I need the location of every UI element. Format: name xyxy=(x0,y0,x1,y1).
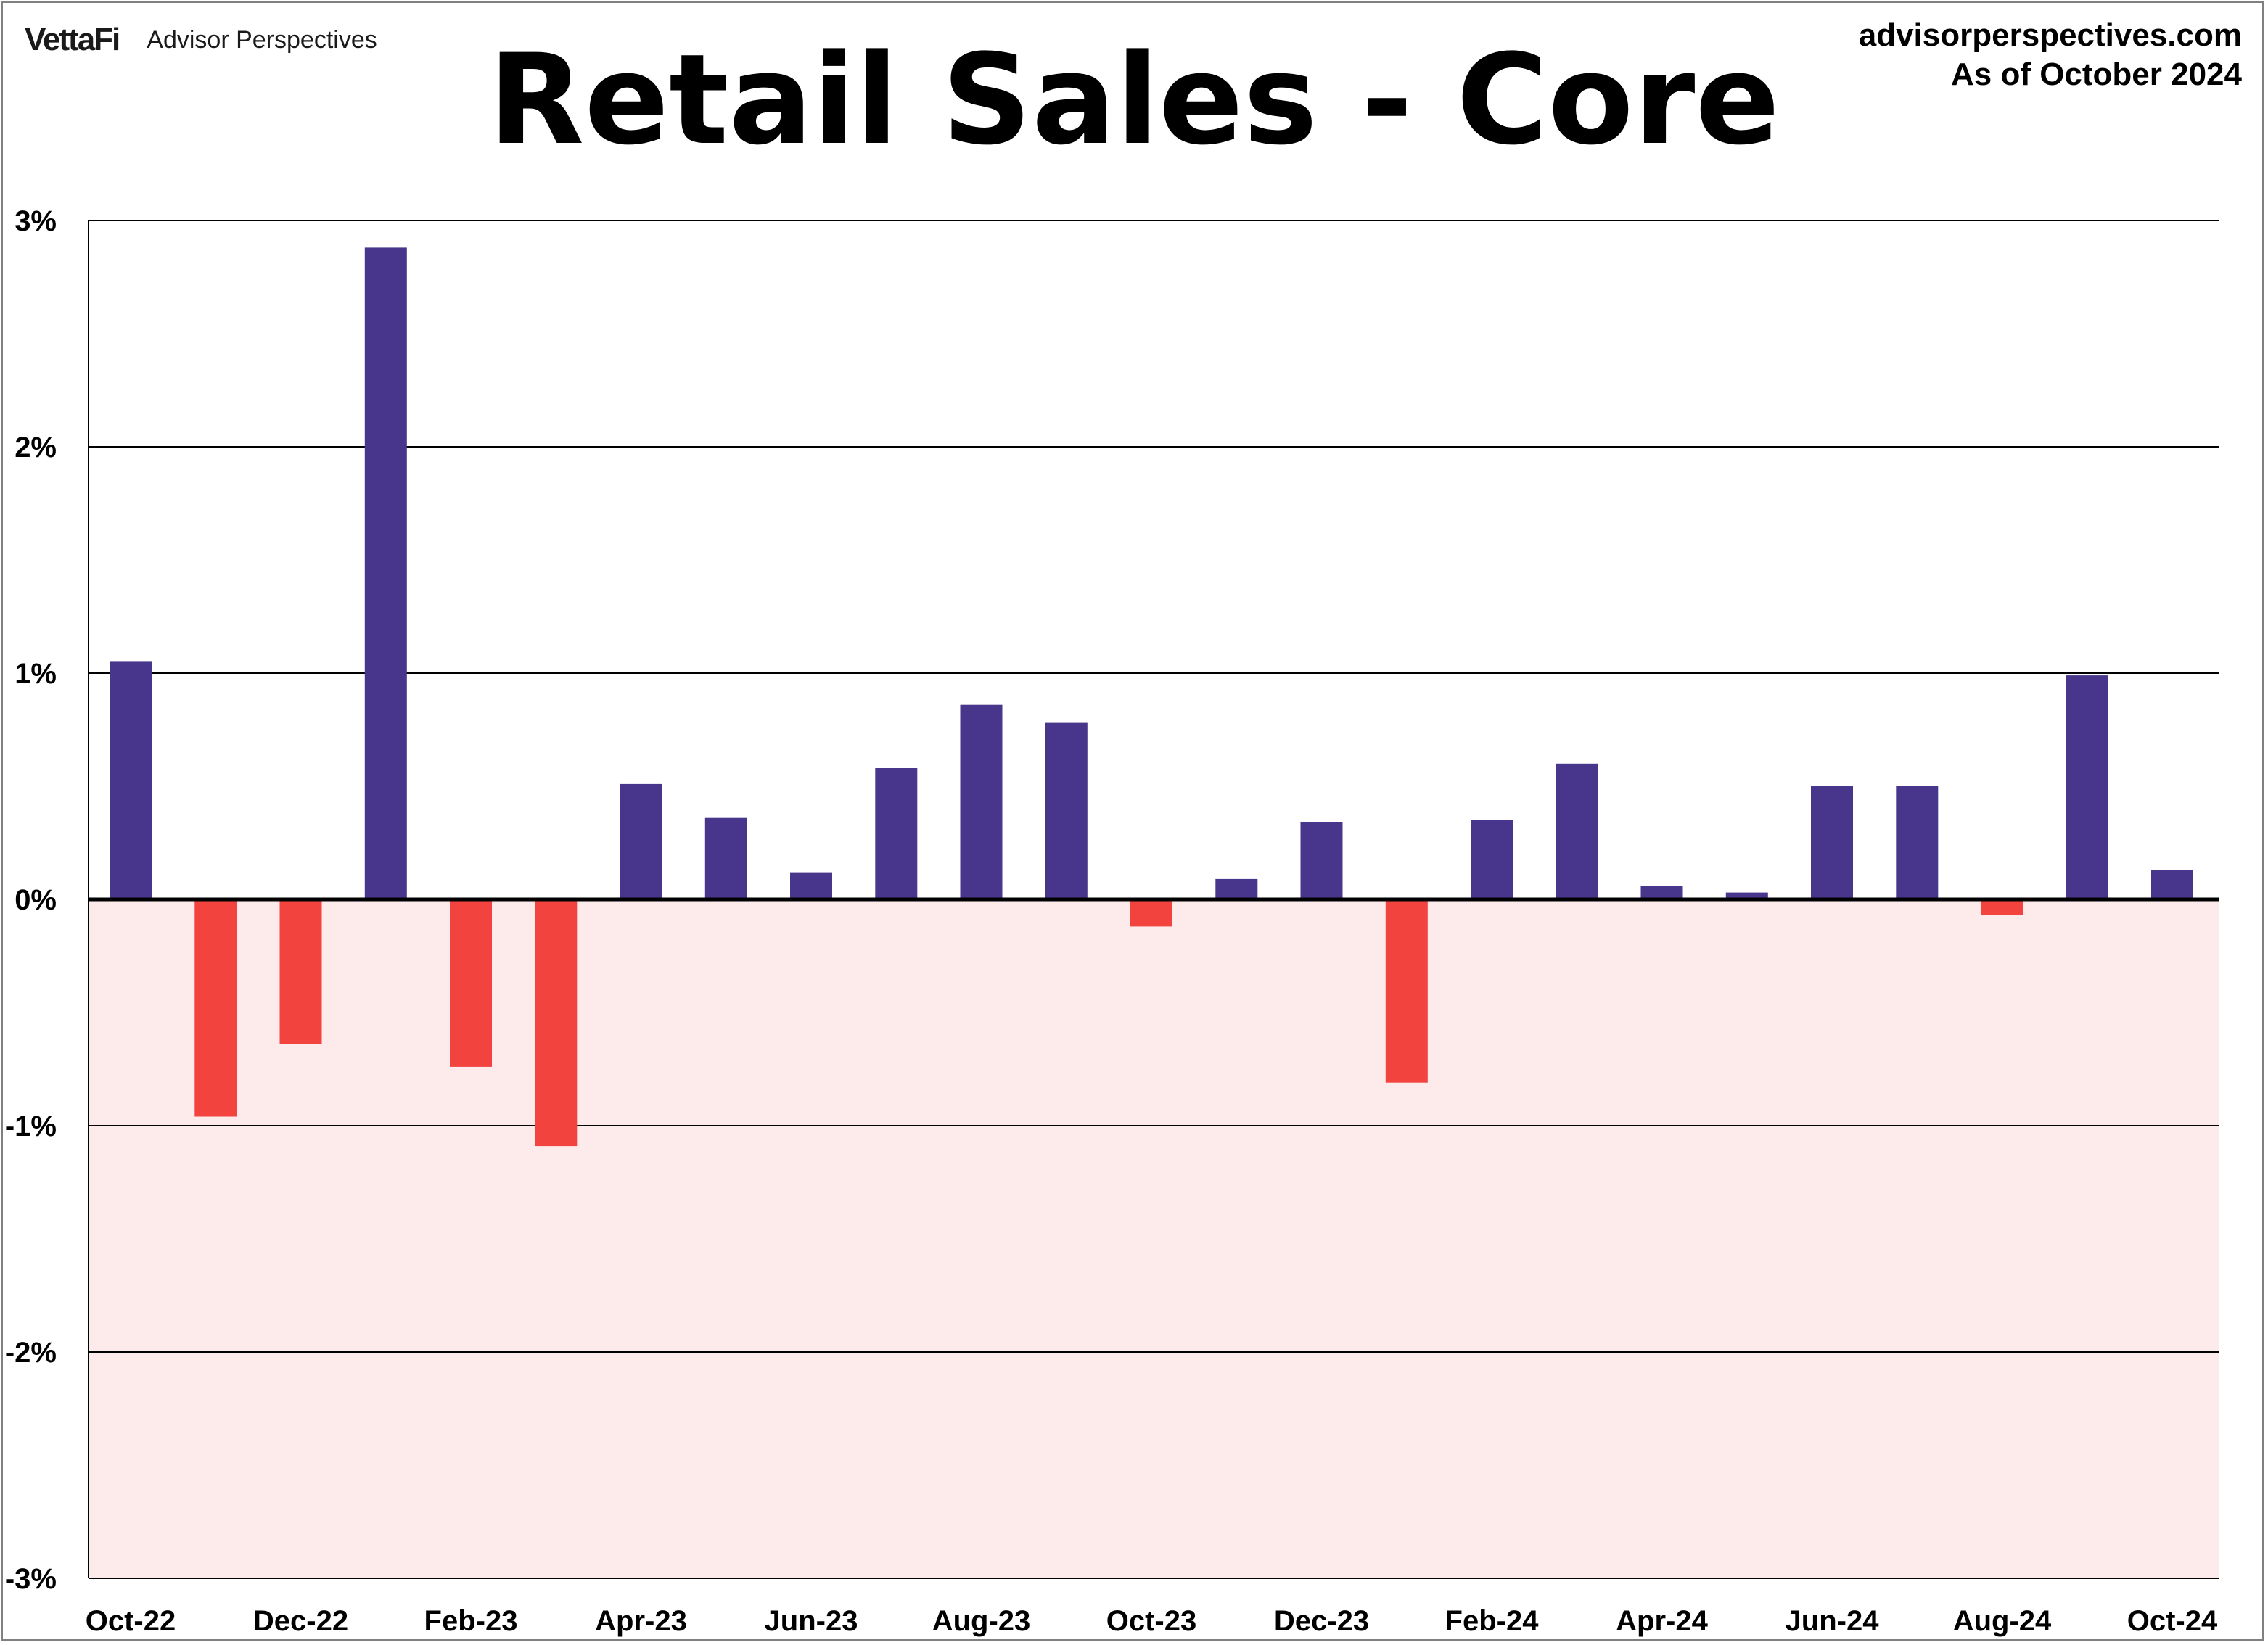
y-tick-label: -2% xyxy=(5,1337,57,1369)
y-tick-label: 3% xyxy=(15,205,57,237)
gridlines xyxy=(88,220,2219,1579)
x-tick-label: Feb-23 xyxy=(424,1605,518,1637)
bar-feb-24 xyxy=(1471,820,1513,899)
negative-region-layer xyxy=(89,899,2219,1578)
x-tick-label: Jun-24 xyxy=(1786,1605,1880,1637)
bar-aug-24 xyxy=(1981,899,2023,915)
bars xyxy=(110,247,2193,1147)
vettafi-logo: VettaFi xyxy=(25,22,120,57)
x-tick-label: Dec-22 xyxy=(253,1605,348,1637)
source-site: advisorperspectives.com xyxy=(1858,17,2242,53)
bar-mar-23 xyxy=(535,899,578,1147)
x-tick-label: Oct-24 xyxy=(2127,1605,2218,1637)
bar-apr-24 xyxy=(1640,886,1683,899)
bar-mar-24 xyxy=(1556,763,1598,899)
x-tick-label: Apr-24 xyxy=(1616,1605,1708,1637)
brand-name: Advisor Perspectives xyxy=(147,25,377,54)
source-block: advisorperspectives.com As of October 20… xyxy=(1859,16,2242,94)
bar-oct-22 xyxy=(110,661,152,899)
x-tick-label: Oct-22 xyxy=(86,1605,176,1637)
bar-oct-24 xyxy=(2151,870,2193,899)
x-tick-label: Aug-23 xyxy=(932,1605,1031,1637)
negative-region xyxy=(89,899,2219,1578)
x-tick-label: Oct-23 xyxy=(1106,1605,1197,1637)
x-tick-label: Aug-24 xyxy=(1953,1605,2052,1637)
y-tick-label: -1% xyxy=(5,1110,57,1142)
bar-feb-23 xyxy=(450,899,492,1067)
y-tick-labels: 3% 2% 1% 0% -1% -2% -3% xyxy=(5,205,57,1595)
bar-nov-22 xyxy=(194,899,237,1117)
y-tick-label: -3% xyxy=(5,1563,57,1595)
bar-jul-24 xyxy=(1896,786,1939,899)
y-tick-label: 1% xyxy=(15,658,57,690)
x-tick-label: Dec-23 xyxy=(1274,1605,1369,1637)
bar-jan-23 xyxy=(364,247,407,899)
bar-jun-24 xyxy=(1811,786,1853,899)
y-tick-label: 2% xyxy=(15,432,57,463)
x-tick-label: Apr-23 xyxy=(595,1605,687,1637)
bar-dec-22 xyxy=(279,899,322,1044)
bar-nov-23 xyxy=(1215,878,1258,899)
x-tick-label: Feb-24 xyxy=(1445,1605,1540,1637)
brand: VettaFi Advisor Perspectives xyxy=(25,22,377,58)
bar-may-23 xyxy=(704,817,747,899)
bar-jun-23 xyxy=(790,872,832,899)
bar-aug-23 xyxy=(960,704,1003,899)
x-tick-label: Jun-23 xyxy=(765,1605,858,1637)
bar-jul-23 xyxy=(875,768,918,899)
x-tick-labels: Oct-22 Dec-22 Feb-23 Apr-23 Jun-23 Aug-23 Oct-… xyxy=(86,1605,2218,1637)
bar-jan-24 xyxy=(1385,899,1428,1083)
y-tick-label: 0% xyxy=(15,884,57,916)
bar-dec-23 xyxy=(1300,822,1343,899)
bar-oct-23 xyxy=(1130,899,1172,927)
bar-sep-24 xyxy=(2066,675,2108,899)
as-of-date: As of October 2024 xyxy=(1950,57,2242,92)
bar-may-24 xyxy=(1725,892,1768,899)
bar-sep-23 xyxy=(1045,722,1088,899)
bar-apr-23 xyxy=(620,783,662,899)
chart-title: Retail Sales - Core xyxy=(488,27,1780,173)
